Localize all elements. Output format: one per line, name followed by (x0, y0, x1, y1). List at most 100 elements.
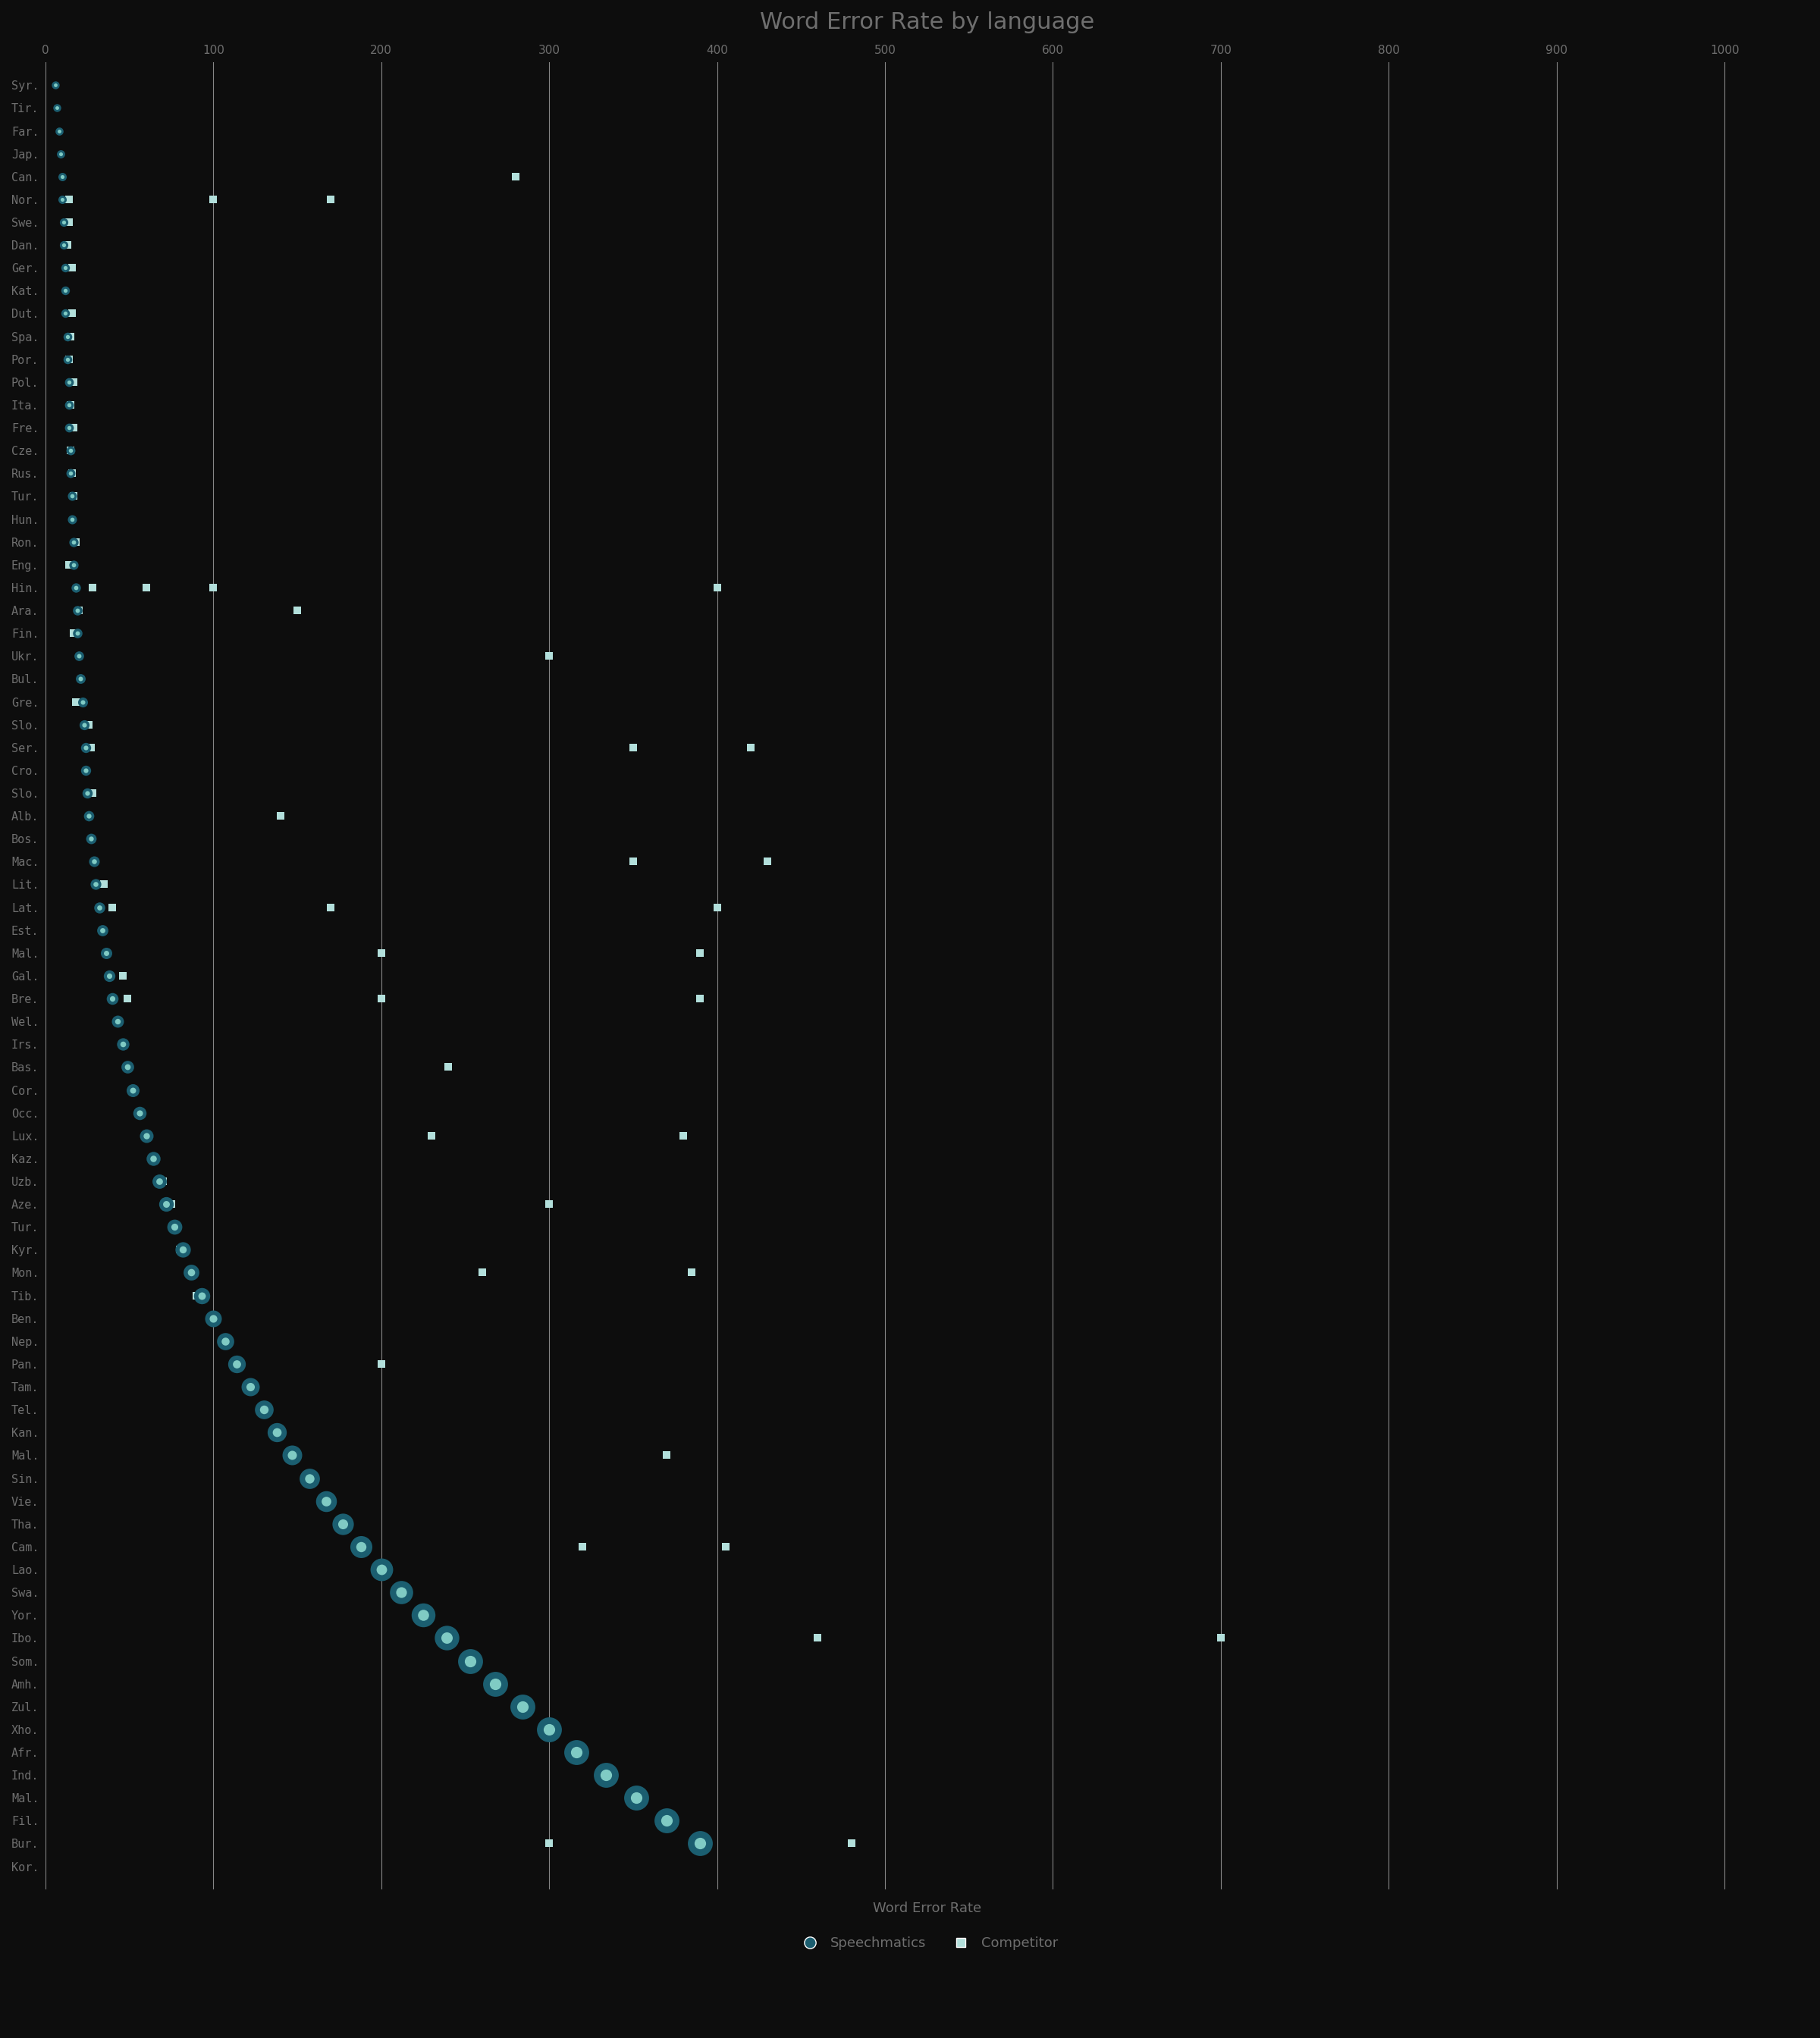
Point (64, 640, 93, 673)
Point (366, 1553, 395, 1586)
Point (169, 1233, 198, 1266)
Point (328, 1508, 357, 1541)
Point (95, 960, 124, 993)
Point (118, 1074, 147, 1107)
Point (107, 960, 136, 993)
Point (55, 412, 84, 444)
Point (410, 1600, 439, 1632)
Point (652, 1804, 681, 1836)
Point (51, 275, 80, 308)
Point (47, 183, 76, 216)
Point (64, 593, 93, 626)
Point (735, 732, 764, 764)
Point (98, 891, 127, 923)
Point (67, 685, 96, 717)
Point (113, 982, 142, 1015)
Point (198, 1302, 228, 1335)
Point (56, 457, 86, 489)
Point (118, 1074, 147, 1107)
Point (146, 1166, 175, 1198)
Point (55, 365, 84, 397)
Point (249, 1394, 278, 1427)
Point (262, 1416, 291, 1449)
Point (107, 1027, 136, 1060)
Point (60, 479, 89, 512)
Point (619, 732, 648, 764)
Point (76, 823, 106, 856)
Point (42, 92, 71, 124)
Point (211, 1325, 240, 1357)
Point (500, 161, 530, 194)
Point (149, 1166, 178, 1198)
Title: Word Error Rate by language: Word Error Rate by language (759, 12, 1094, 33)
Point (98, 982, 127, 1015)
Point (58, 251, 87, 283)
Point (703, 891, 732, 923)
Point (80, 846, 109, 878)
Point (126, 1096, 155, 1129)
Point (56, 457, 86, 489)
Point (66, 662, 95, 695)
Point (69, 709, 98, 742)
Point (46, 137, 75, 169)
Point (535, 1828, 564, 1861)
Point (60, 548, 89, 581)
Point (60, 526, 89, 558)
Point (417, 1119, 446, 1151)
Point (126, 1096, 155, 1129)
Point (49, 206, 78, 238)
Point (160, 1211, 189, 1243)
Point (73, 776, 102, 809)
Point (619, 846, 648, 878)
Point (51, 251, 80, 283)
Point (169, 1233, 198, 1266)
Point (455, 1645, 484, 1677)
Point (49, 228, 78, 261)
Point (55, 365, 84, 397)
Point (151, 1188, 180, 1221)
Point (140, 1141, 169, 1174)
Point (131, 571, 160, 603)
Point (75, 709, 104, 742)
Point (55, 548, 84, 581)
Point (53, 342, 82, 375)
Point (113, 1052, 142, 1084)
Point (535, 1714, 564, 1747)
Point (249, 1394, 278, 1427)
Point (55, 206, 84, 238)
Point (278, 1439, 308, 1471)
Point (75, 799, 104, 832)
Point (56, 434, 86, 467)
Point (282, 593, 311, 626)
Point (75, 799, 104, 832)
Point (561, 1736, 590, 1769)
Point (82, 868, 111, 901)
Point (177, 1255, 206, 1288)
Point (64, 640, 93, 673)
Point (366, 1553, 395, 1586)
Point (113, 1052, 142, 1084)
Point (211, 1325, 240, 1357)
Point (328, 1508, 357, 1541)
Point (561, 1736, 590, 1769)
Point (346, 1531, 375, 1563)
Point (138, 1141, 167, 1174)
Point (182, 1280, 211, 1312)
Point (455, 1645, 484, 1677)
Point (837, 1828, 866, 1861)
Point (346, 1531, 375, 1563)
Point (62, 685, 91, 717)
Point (47, 183, 76, 216)
Point (235, 1370, 264, 1402)
Point (47, 161, 76, 194)
Point (62, 618, 91, 650)
Point (160, 1211, 189, 1243)
Point (592, 1759, 621, 1791)
Point (712, 1531, 741, 1563)
Point (317, 891, 346, 923)
Point (55, 342, 84, 375)
Point (58, 479, 87, 512)
Point (51, 251, 80, 283)
Point (82, 868, 111, 901)
Point (126, 1096, 155, 1129)
